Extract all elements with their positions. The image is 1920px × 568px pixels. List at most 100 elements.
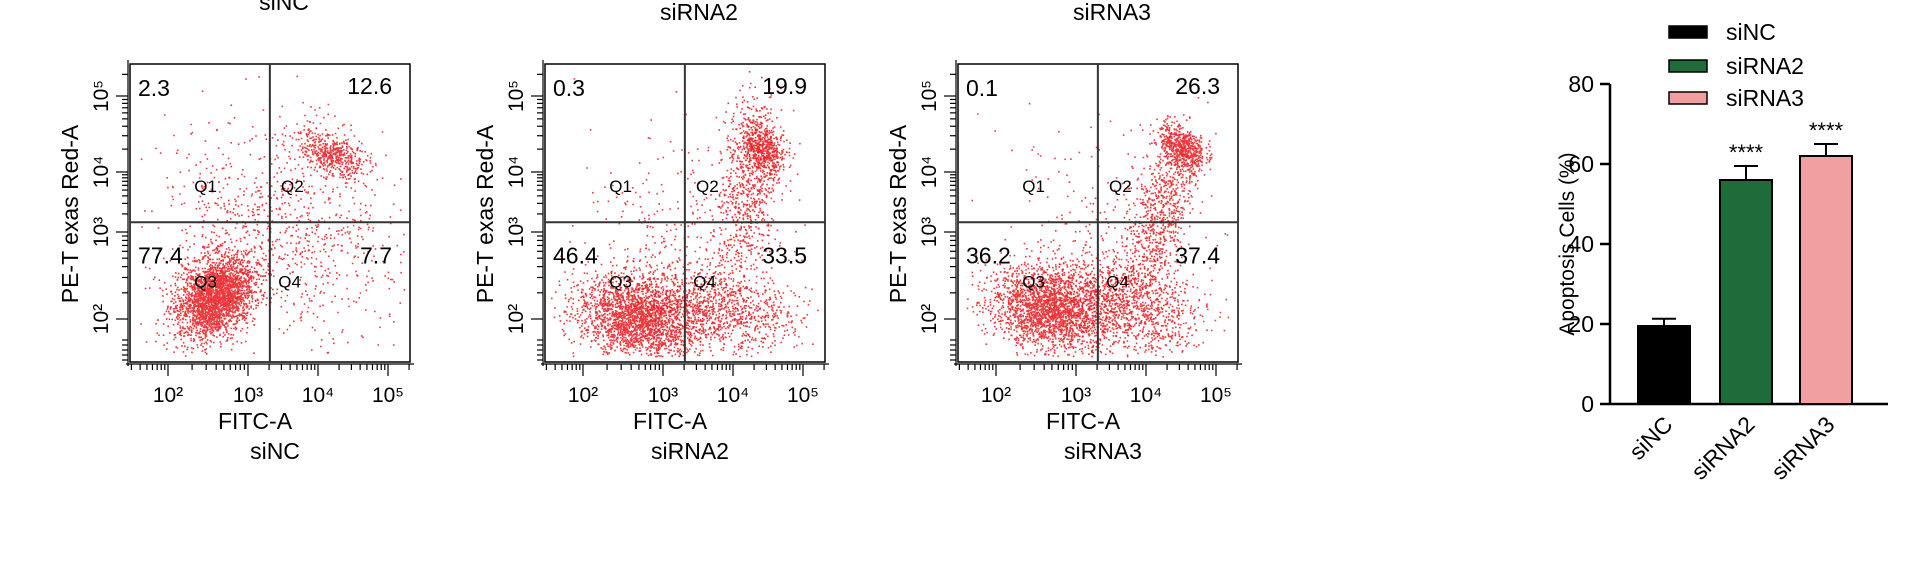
quadrant-value: 26.3 bbox=[1175, 73, 1220, 99]
y-axis bbox=[531, 73, 543, 361]
event-population-2 bbox=[586, 250, 814, 358]
y-tick-label: 10³ bbox=[90, 217, 113, 247]
quadrant-value: 12.6 bbox=[347, 73, 392, 99]
plot-title-bottom: siNC bbox=[250, 438, 300, 464]
bar-3 bbox=[1799, 155, 1853, 405]
x-tick-label: 10² bbox=[153, 384, 183, 407]
quadrant-name: Q4 bbox=[693, 273, 716, 292]
bar-category-label: siRNA3 bbox=[1766, 411, 1840, 485]
bar-y-axis-title: Apoptosis Cells (%) bbox=[1556, 152, 1579, 335]
event-population-2 bbox=[1032, 230, 1230, 358]
y-tick-label: 10⁵ bbox=[90, 80, 113, 112]
quadrant-value: 33.5 bbox=[762, 243, 807, 269]
quadrant-value: 0.1 bbox=[966, 75, 998, 101]
y-tick-label: 10³ bbox=[505, 217, 528, 247]
quadrant-name: Q1 bbox=[194, 177, 217, 196]
quadrant-value: 36.2 bbox=[966, 243, 1011, 269]
x-tick-label: 10³ bbox=[233, 384, 263, 407]
legend-label: siRNA3 bbox=[1726, 85, 1804, 111]
x-tick-label: 10⁴ bbox=[302, 384, 334, 407]
bar-y-tick-label: 80 bbox=[1568, 71, 1594, 97]
event-population-1 bbox=[140, 220, 281, 357]
bar-legend: siNC siRNA2 siRNA3 bbox=[1668, 19, 1804, 111]
legend-label: siNC bbox=[1726, 19, 1776, 45]
plot-title-bottom: siRNA2 bbox=[651, 438, 729, 464]
y-tick-label: 10² bbox=[918, 304, 941, 334]
event-dots bbox=[966, 97, 1230, 358]
y-tick-label: 10⁵ bbox=[918, 80, 941, 112]
legend-label: siRNA2 bbox=[1726, 53, 1804, 79]
y-tick-label: 10⁴ bbox=[505, 156, 528, 188]
event-population-3 bbox=[1102, 97, 1217, 332]
event-population-2 bbox=[283, 120, 387, 191]
y-tick-label: 10⁴ bbox=[90, 156, 113, 188]
quadrant-value: 77.4 bbox=[138, 243, 183, 269]
quadrant-value: 46.4 bbox=[553, 243, 598, 269]
flow-plot-1: siNC Q1 Q2 Q3 Q4 2.3 12.6 77.4 7.7 10² 10³ 10⁴ 10⁵ FI… bbox=[57, 0, 414, 464]
y-tick-label: 10⁴ bbox=[918, 156, 941, 188]
legend-swatch bbox=[1668, 59, 1708, 73]
y-axis-title: PE-T exas Red-A bbox=[885, 124, 911, 303]
x-tick-label: 10⁵ bbox=[372, 384, 404, 407]
quadrant-name: Q1 bbox=[609, 177, 632, 196]
x-axis bbox=[545, 364, 825, 376]
x-tick-label: 10⁵ bbox=[1200, 384, 1232, 407]
quadrant-name: Q1 bbox=[1022, 177, 1045, 196]
event-population-4 bbox=[1149, 114, 1213, 184]
y-tick-label: 10³ bbox=[918, 217, 941, 247]
x-tick-label: 10² bbox=[981, 384, 1011, 407]
x-axis bbox=[958, 364, 1238, 376]
quadrant-name: Q3 bbox=[609, 273, 632, 292]
x-tick-label: 10³ bbox=[648, 384, 678, 407]
event-population-4 bbox=[731, 106, 801, 192]
bar-y-tick-label: 40 bbox=[1568, 231, 1594, 257]
x-axis-title: FITC-A bbox=[218, 408, 293, 434]
x-axis-title: FITC-A bbox=[633, 408, 708, 434]
x-tick-label: 10² bbox=[568, 384, 598, 407]
y-axis-title: PE-T exas Red-A bbox=[57, 124, 83, 303]
x-tick-label: 10⁴ bbox=[717, 384, 749, 407]
quadrant-name: Q4 bbox=[278, 273, 301, 292]
bar-category-label: siNC bbox=[1624, 411, 1678, 465]
y-axis bbox=[944, 73, 956, 361]
y-tick-label: 10² bbox=[90, 304, 113, 334]
event-dots bbox=[551, 71, 819, 358]
bar-1 bbox=[1637, 325, 1691, 405]
legend-swatch bbox=[1668, 91, 1708, 105]
quadrant-name: Q3 bbox=[194, 273, 217, 292]
legend-swatch bbox=[1668, 25, 1708, 39]
significance-stars: **** bbox=[1729, 140, 1764, 165]
plot-title-top: siNC bbox=[259, 0, 309, 15]
flow-plot-3: siRNA3 Q1 Q2 Q3 Q4 0.1 26.3 36.2 37.4 10² 10³ 10⁴ 10… bbox=[885, 0, 1242, 464]
bar-y-tick-label: 0 bbox=[1581, 391, 1594, 417]
bar-y-tick-label: 60 bbox=[1568, 151, 1594, 177]
x-tick-label: 10⁵ bbox=[787, 384, 819, 407]
quadrant-name: Q3 bbox=[1022, 273, 1045, 292]
y-tick-label: 10⁵ bbox=[505, 80, 528, 112]
event-population-3 bbox=[705, 71, 795, 339]
plot-title-top: siRNA3 bbox=[1073, 0, 1151, 25]
event-population-3 bbox=[140, 75, 406, 354]
y-tick-label: 10² bbox=[505, 304, 528, 334]
quadrant-name: Q4 bbox=[1106, 273, 1129, 292]
flow-plot-2: siRNA2 Q1 Q2 Q3 Q4 0.3 19.9 46.4 33.5 10² 10³ 10⁴ 10… bbox=[472, 0, 829, 464]
y-axis-title: PE-T exas Red-A bbox=[472, 124, 498, 303]
x-tick-label: 10⁴ bbox=[1130, 384, 1162, 407]
x-axis-title: FITC-A bbox=[1046, 408, 1121, 434]
quadrant-value: 7.7 bbox=[360, 243, 392, 269]
y-axis bbox=[116, 73, 128, 361]
quadrant-value: 19.9 bbox=[762, 73, 807, 99]
x-tick-label: 10³ bbox=[1061, 384, 1091, 407]
plot-title-top: siRNA2 bbox=[660, 0, 738, 25]
event-dots bbox=[140, 75, 406, 357]
quadrant-value: 2.3 bbox=[138, 75, 170, 101]
plot-title-bottom: siRNA3 bbox=[1064, 438, 1142, 464]
quadrant-value: 37.4 bbox=[1175, 243, 1220, 269]
significance-stars: **** bbox=[1809, 118, 1844, 143]
bar-y-tick-label: 20 bbox=[1568, 311, 1594, 337]
quadrant-name: Q2 bbox=[281, 177, 304, 196]
quadrant-name: Q2 bbox=[1109, 177, 1132, 196]
event-population-1 bbox=[966, 239, 1163, 358]
